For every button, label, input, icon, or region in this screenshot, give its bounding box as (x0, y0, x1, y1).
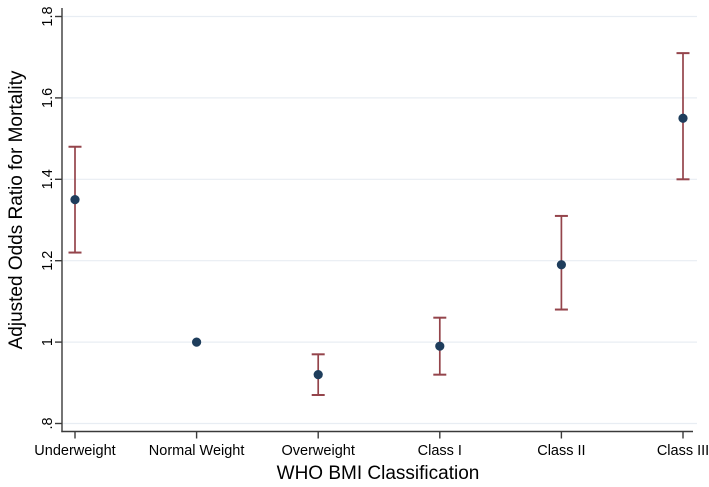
x-tick-label: Class III (657, 443, 709, 459)
data-point-class-ii (556, 260, 567, 270)
data-point-normal-weight (192, 337, 202, 347)
y-axis-title: Adjusted Odds Ratio for Mortality (6, 70, 27, 349)
axes (61, 8, 693, 433)
x-tick-label: Normal Weight (149, 443, 245, 459)
data-point-class-iii (678, 113, 688, 123)
data-point-overweight (313, 370, 323, 380)
y-tick-label: 1.8 (40, 6, 56, 26)
x-tick-label: Class II (537, 443, 585, 459)
x-axis-title: WHO BMI Classification (277, 463, 480, 484)
x-tick-label: Underweight (34, 443, 115, 459)
gridlines (63, 15, 697, 425)
tick-marks-and-labels: .8 1 1.2 1.4 1.6 1.8 Underweight Normal Weight O… (34, 6, 709, 459)
data-point-class-i (435, 341, 445, 351)
y-tick-label: 1 (40, 338, 56, 346)
data-point-underweight (70, 195, 80, 205)
y-tick-label: .8 (40, 417, 56, 429)
y-tick-label: 1.4 (40, 169, 56, 189)
y-tick-label: 1.6 (40, 88, 56, 108)
x-tick-label: Overweight (282, 443, 355, 459)
x-tick-label: Class I (418, 443, 462, 459)
data-points (68, 52, 690, 397)
y-tick-label: 1.2 (40, 251, 56, 271)
